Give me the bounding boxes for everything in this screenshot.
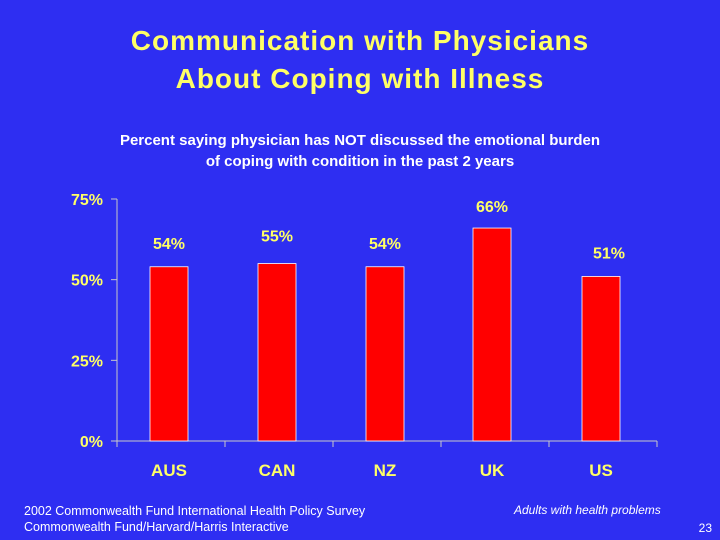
chart-subtitle: Percent saying physician has NOT discuss… <box>0 130 720 172</box>
bar-uk <box>472 227 512 442</box>
category-label: AUS <box>151 461 187 480</box>
category-label: US <box>589 461 613 480</box>
subtitle-line-1: Percent saying physician has NOT discuss… <box>119 132 601 149</box>
population-note: Adults with health problems <box>514 503 661 517</box>
category-label: UK <box>480 461 505 480</box>
y-tick-label: 0% <box>80 434 103 451</box>
bar-aus <box>149 266 189 442</box>
y-tick-label: 50% <box>71 273 103 290</box>
y-tick-label: 25% <box>71 353 103 370</box>
data-label: 54% <box>153 236 185 253</box>
data-label: 55% <box>261 229 293 246</box>
source-citation: 2002 Commonwealth Fund International Hea… <box>24 503 365 535</box>
subtitle-line-2: of coping with condition in the past 2 y… <box>205 153 515 170</box>
category-label: CAN <box>259 461 296 480</box>
data-label: 51% <box>593 245 625 262</box>
bar-can <box>257 263 297 442</box>
bar-us <box>581 276 621 442</box>
source-line-2: Commonwealth Fund/Harvard/Harris Interac… <box>24 520 289 534</box>
title-line-1: Communication with Physicians <box>130 25 590 56</box>
bar-nz <box>365 266 405 442</box>
slide-title: Communication with Physicians About Copi… <box>0 22 720 98</box>
source-line-1: 2002 Commonwealth Fund International Hea… <box>24 504 366 518</box>
y-tick-label: 75% <box>71 192 103 209</box>
data-label: 54% <box>369 236 401 253</box>
title-line-2: About Coping with Illness <box>175 63 545 94</box>
category-label: NZ <box>374 461 397 480</box>
data-label: 66% <box>476 199 508 216</box>
page-number: 23 <box>698 521 712 535</box>
